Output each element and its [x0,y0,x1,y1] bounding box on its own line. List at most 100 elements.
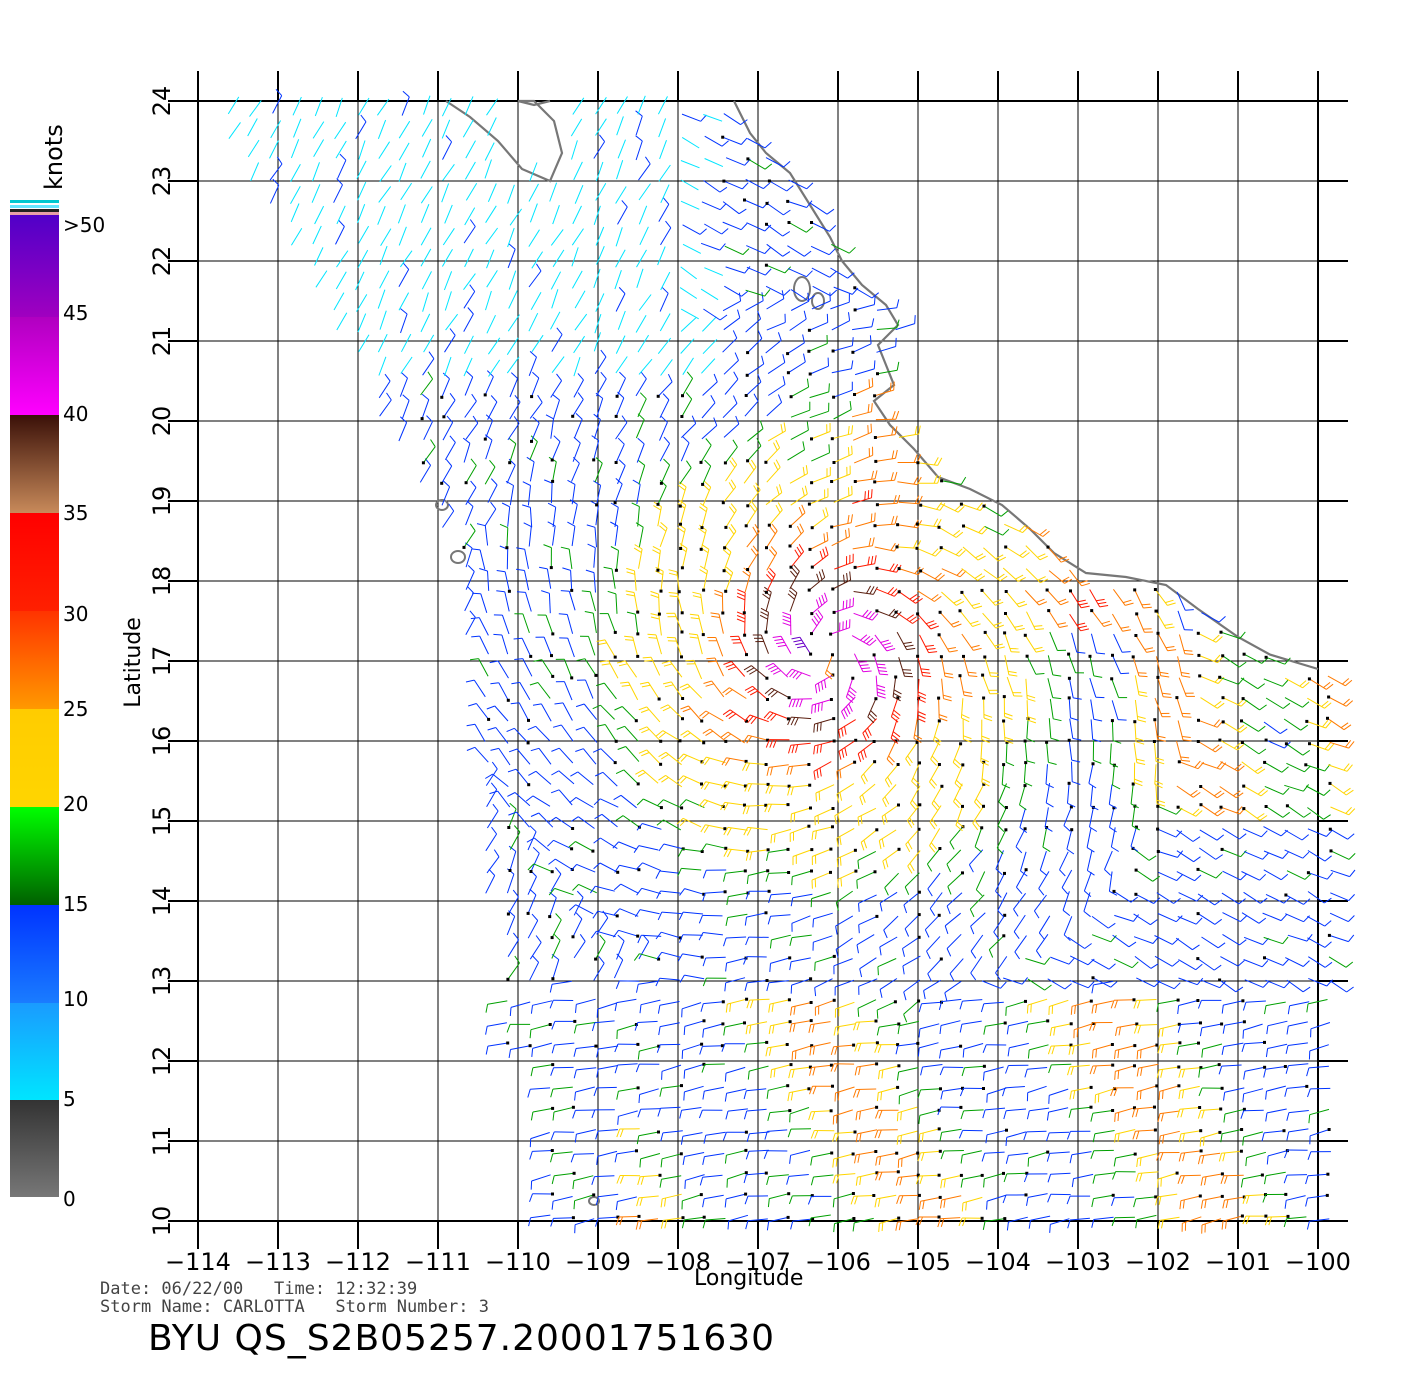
barb-feather [655,978,661,987]
wind-barb [902,955,921,975]
barb-origin-dot [507,826,511,829]
barb-feather [1089,1065,1094,1075]
wind-barb [792,848,814,866]
barb-shaft [484,508,497,527]
barb-feather [1016,886,1023,895]
barb-feather [1112,740,1122,744]
wind-barb [853,653,872,673]
barb-origin-dot [1113,1087,1116,1091]
barb-shaft [1241,871,1260,881]
wind-barb [1196,867,1223,879]
barb-feather [613,794,622,801]
wind-barb [933,719,942,746]
barb-feather [1324,742,1331,750]
barb-feather [680,754,688,762]
wind-barb [596,639,617,659]
barb-shaft [1284,784,1304,792]
barb-origin-dot [1045,740,1049,744]
barb-feather [1213,719,1220,727]
wind-barb [660,704,684,721]
barb-shaft [875,588,895,597]
wind-barb [767,1109,792,1122]
legend-color-segment [10,1003,59,1100]
wind-barb [1090,1149,1114,1159]
barb-feather [725,1110,729,1120]
barb-feather [614,1153,618,1163]
barb-feather [658,1026,661,1036]
wind-barb [1131,655,1148,678]
barb-feather [637,771,646,777]
barb-feather [727,666,737,671]
wind-barb [1199,803,1225,817]
barb-feather [1091,1219,1095,1228]
barb-feather [530,1111,534,1121]
barb-feather [918,1133,921,1143]
barb-origin-dot [809,1001,813,1004]
barb-shaft [540,703,552,722]
barb-feather [647,633,657,636]
barb-shaft [943,1150,964,1152]
barb-feather [1133,1025,1138,1034]
barb-feather [1108,963,1116,970]
barb-feather [920,668,930,671]
wind-barb [625,590,640,614]
barb-shaft [1026,718,1029,739]
barb-shaft [813,935,833,943]
barb-feather [1138,694,1148,697]
barb-feather [747,688,756,694]
wind-barb [1131,1105,1156,1118]
wind-barb [1063,916,1073,942]
barb-feather [789,1155,792,1164]
wind-barb [613,953,624,979]
wind-barb [1306,871,1334,880]
barb-feather [1261,1132,1265,1142]
barb-feather [1284,1200,1287,1209]
barb-shaft [1286,979,1304,993]
barb-origin-dot [573,1019,577,1023]
barb-shaft [856,871,876,881]
barb-feather [746,999,750,1009]
barb-origin-dot [786,847,790,851]
barb-shaft [1157,1172,1178,1180]
barb-origin-dot [765,676,769,680]
barb-feather [1254,766,1263,773]
barb-origin-dot [506,912,510,916]
barb-feather [940,1090,944,1100]
wind-barb [1026,700,1037,724]
wind-barb [959,1087,985,1097]
barb-feather [903,641,912,644]
barb-shaft [1330,869,1350,878]
barb-feather [989,672,999,674]
wind-barb [699,1174,723,1186]
barb-origin-dot [721,611,725,615]
barb-feather [1159,1152,1164,1161]
barb-origin-dot [636,1086,640,1090]
barb-shaft [1073,1173,1094,1180]
barb-feather [488,868,496,876]
wind-barb [1002,1193,1028,1204]
wind-barb [850,1194,876,1205]
barb-shaft [919,1023,940,1030]
barb-feather [1144,647,1154,650]
barb-shaft [620,883,639,894]
barb-shaft [768,1216,789,1223]
wind-barb [743,1088,767,1100]
barb-shaft [788,764,809,768]
barb-feather [720,802,726,811]
barb-feather [1157,1220,1161,1229]
barb-shaft [660,1022,680,1028]
barb-origin-dot [961,1086,964,1090]
wind-barb [699,1044,724,1055]
barb-feather [745,936,750,946]
barb-origin-dot [808,783,812,787]
barb-shaft [975,871,986,890]
wind-barb [894,610,920,624]
barb-origin-dot [616,870,620,874]
barb-feather [1139,1157,1142,1167]
wind-barb [612,929,640,938]
wind-barb [1201,1043,1223,1058]
barb-origin-dot [1067,738,1071,742]
barb-shaft [1307,999,1328,1005]
wind-barb [788,1194,814,1205]
wind-barb [570,863,596,873]
